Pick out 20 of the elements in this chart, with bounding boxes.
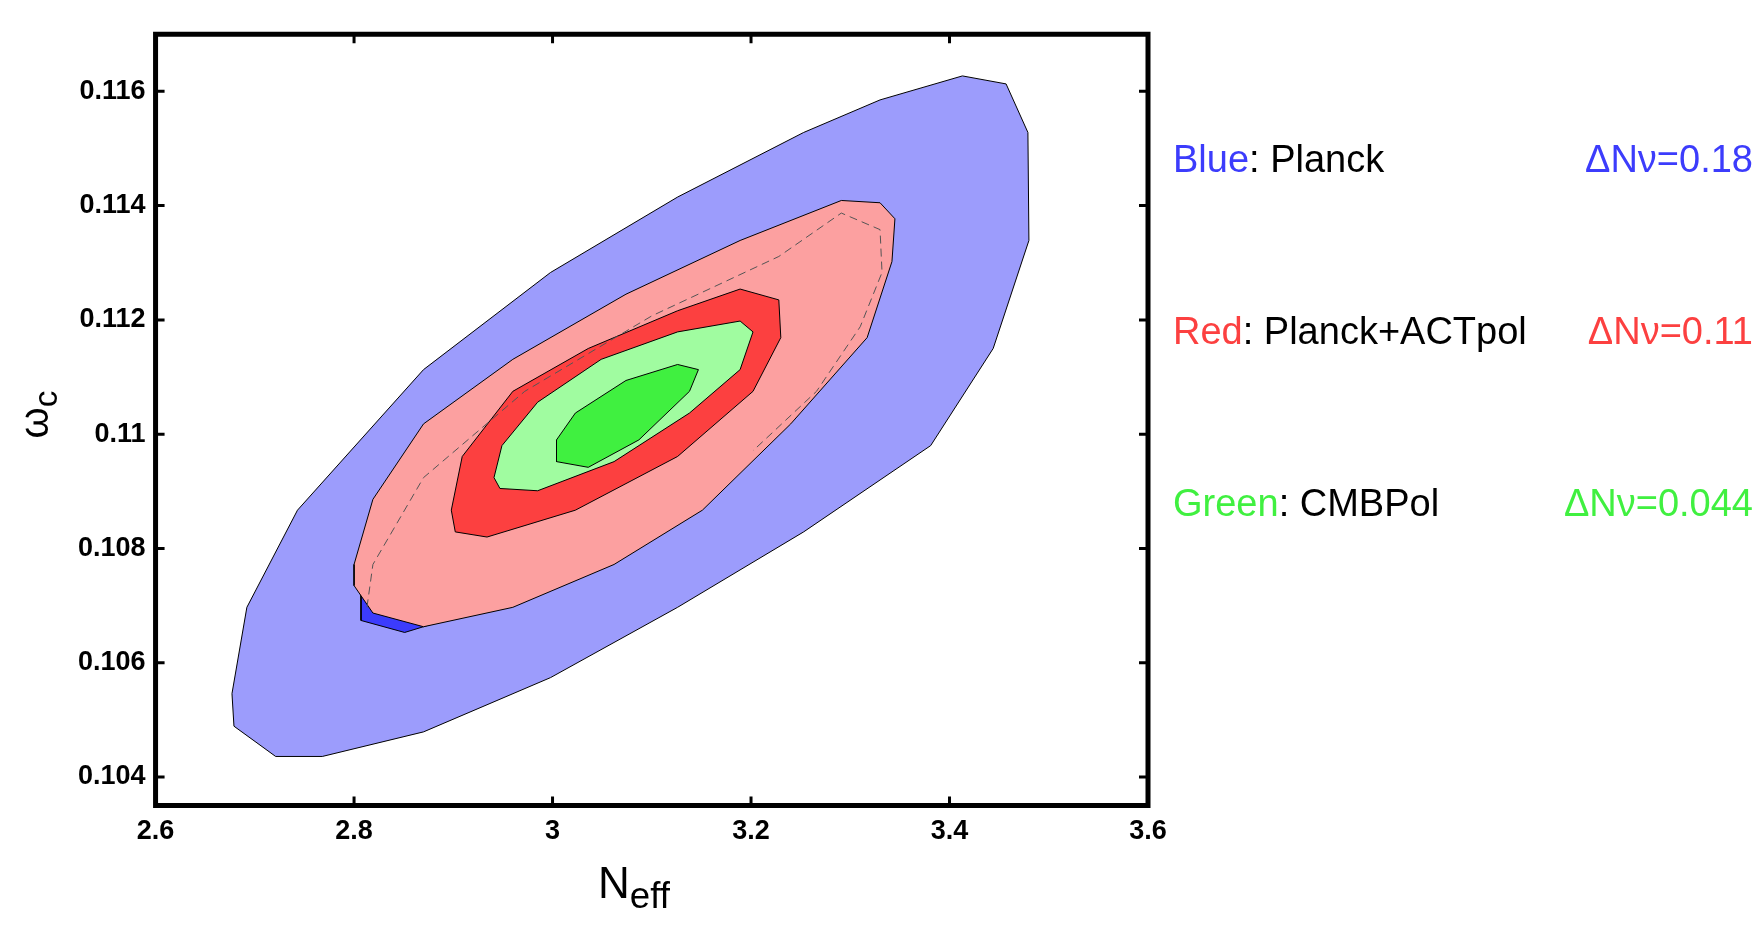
text: ΔNν=0.11	[1587, 310, 1753, 354]
x-tick-label: 3.2	[732, 815, 770, 846]
text: Green: CMBPol	[1173, 482, 1440, 526]
x-axis-title: N$_{eff}$	[598, 858, 670, 917]
text: ΔNν=0.044	[1563, 482, 1753, 526]
text: Red: Planck+ACTpol	[1173, 310, 1527, 354]
y-tick-label: 0.11	[94, 417, 146, 448]
text: ΔNν=0.18	[1585, 138, 1753, 182]
y-tick-label: 0.104	[77, 760, 146, 791]
x-tick-label: 3.6	[1129, 815, 1167, 846]
y-tick-label: 0.106	[77, 646, 146, 677]
y-tick-label: 0.108	[77, 531, 146, 562]
y-tick-label: 0.112	[79, 303, 146, 334]
x-tick-label: 3.4	[930, 815, 969, 846]
text: Blue: Planck	[1173, 138, 1385, 182]
y-tick-label: 0.116	[79, 74, 146, 105]
x-tick-label: 2.8	[335, 815, 373, 846]
y-tick-label: 0.114	[79, 189, 146, 220]
x-tick-label: 2.6	[136, 815, 175, 846]
x-tick-label: 3	[545, 815, 561, 846]
